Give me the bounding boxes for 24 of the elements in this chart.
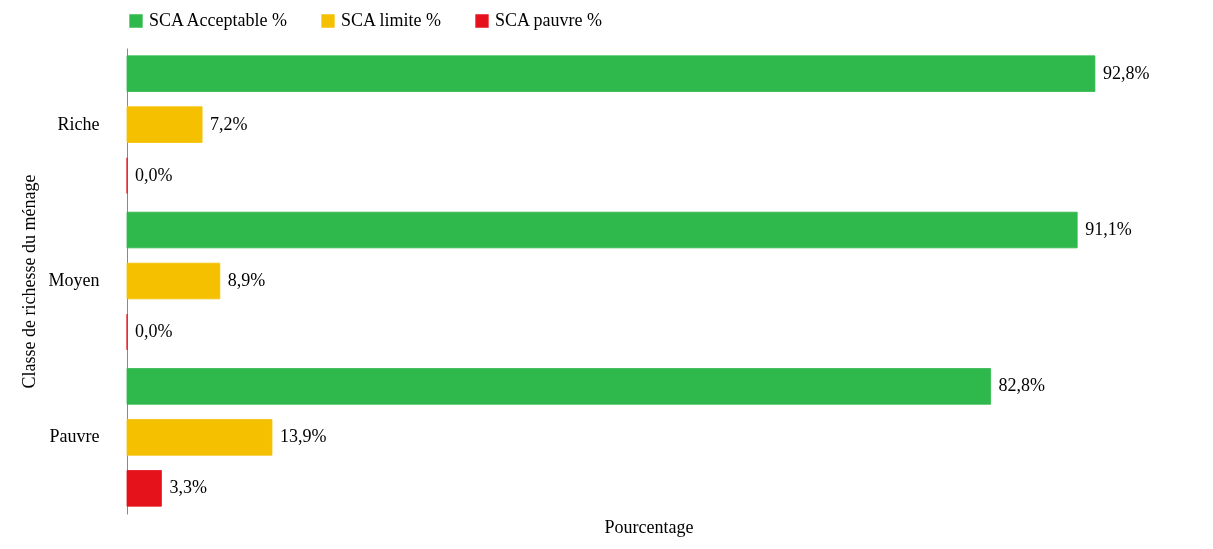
data-label: 91,1% — [1085, 219, 1132, 240]
bar — [126, 55, 1096, 92]
y-axis-title: Classe de richesse du ménage — [18, 174, 39, 389]
bar — [126, 368, 991, 405]
bar — [126, 419, 273, 456]
data-label: 13,9% — [279, 426, 327, 447]
bar — [126, 106, 203, 143]
data-label: 0,0% — [135, 320, 173, 341]
x-axis-title: Pourcentage — [604, 516, 694, 537]
data-label: 8,9% — [227, 270, 266, 290]
legend-label: SCA limite % — [341, 10, 442, 30]
y-tick-label: Pauvre — [49, 426, 100, 447]
bar — [126, 262, 221, 300]
data-label: 82,8% — [998, 375, 1046, 396]
bar — [126, 470, 162, 507]
data-label: 0,0% — [135, 164, 173, 185]
legend-label: SCA Acceptable % — [149, 10, 287, 30]
bar — [126, 211, 1078, 249]
legend-label: SCA pauvre % — [495, 10, 602, 30]
data-label: 3,3% — [169, 477, 207, 498]
y-tick-label: Riche — [57, 113, 100, 134]
data-label: 92,8% — [1102, 62, 1150, 83]
data-label: 7,2% — [210, 113, 248, 134]
y-tick-label: Moyen — [48, 270, 100, 290]
